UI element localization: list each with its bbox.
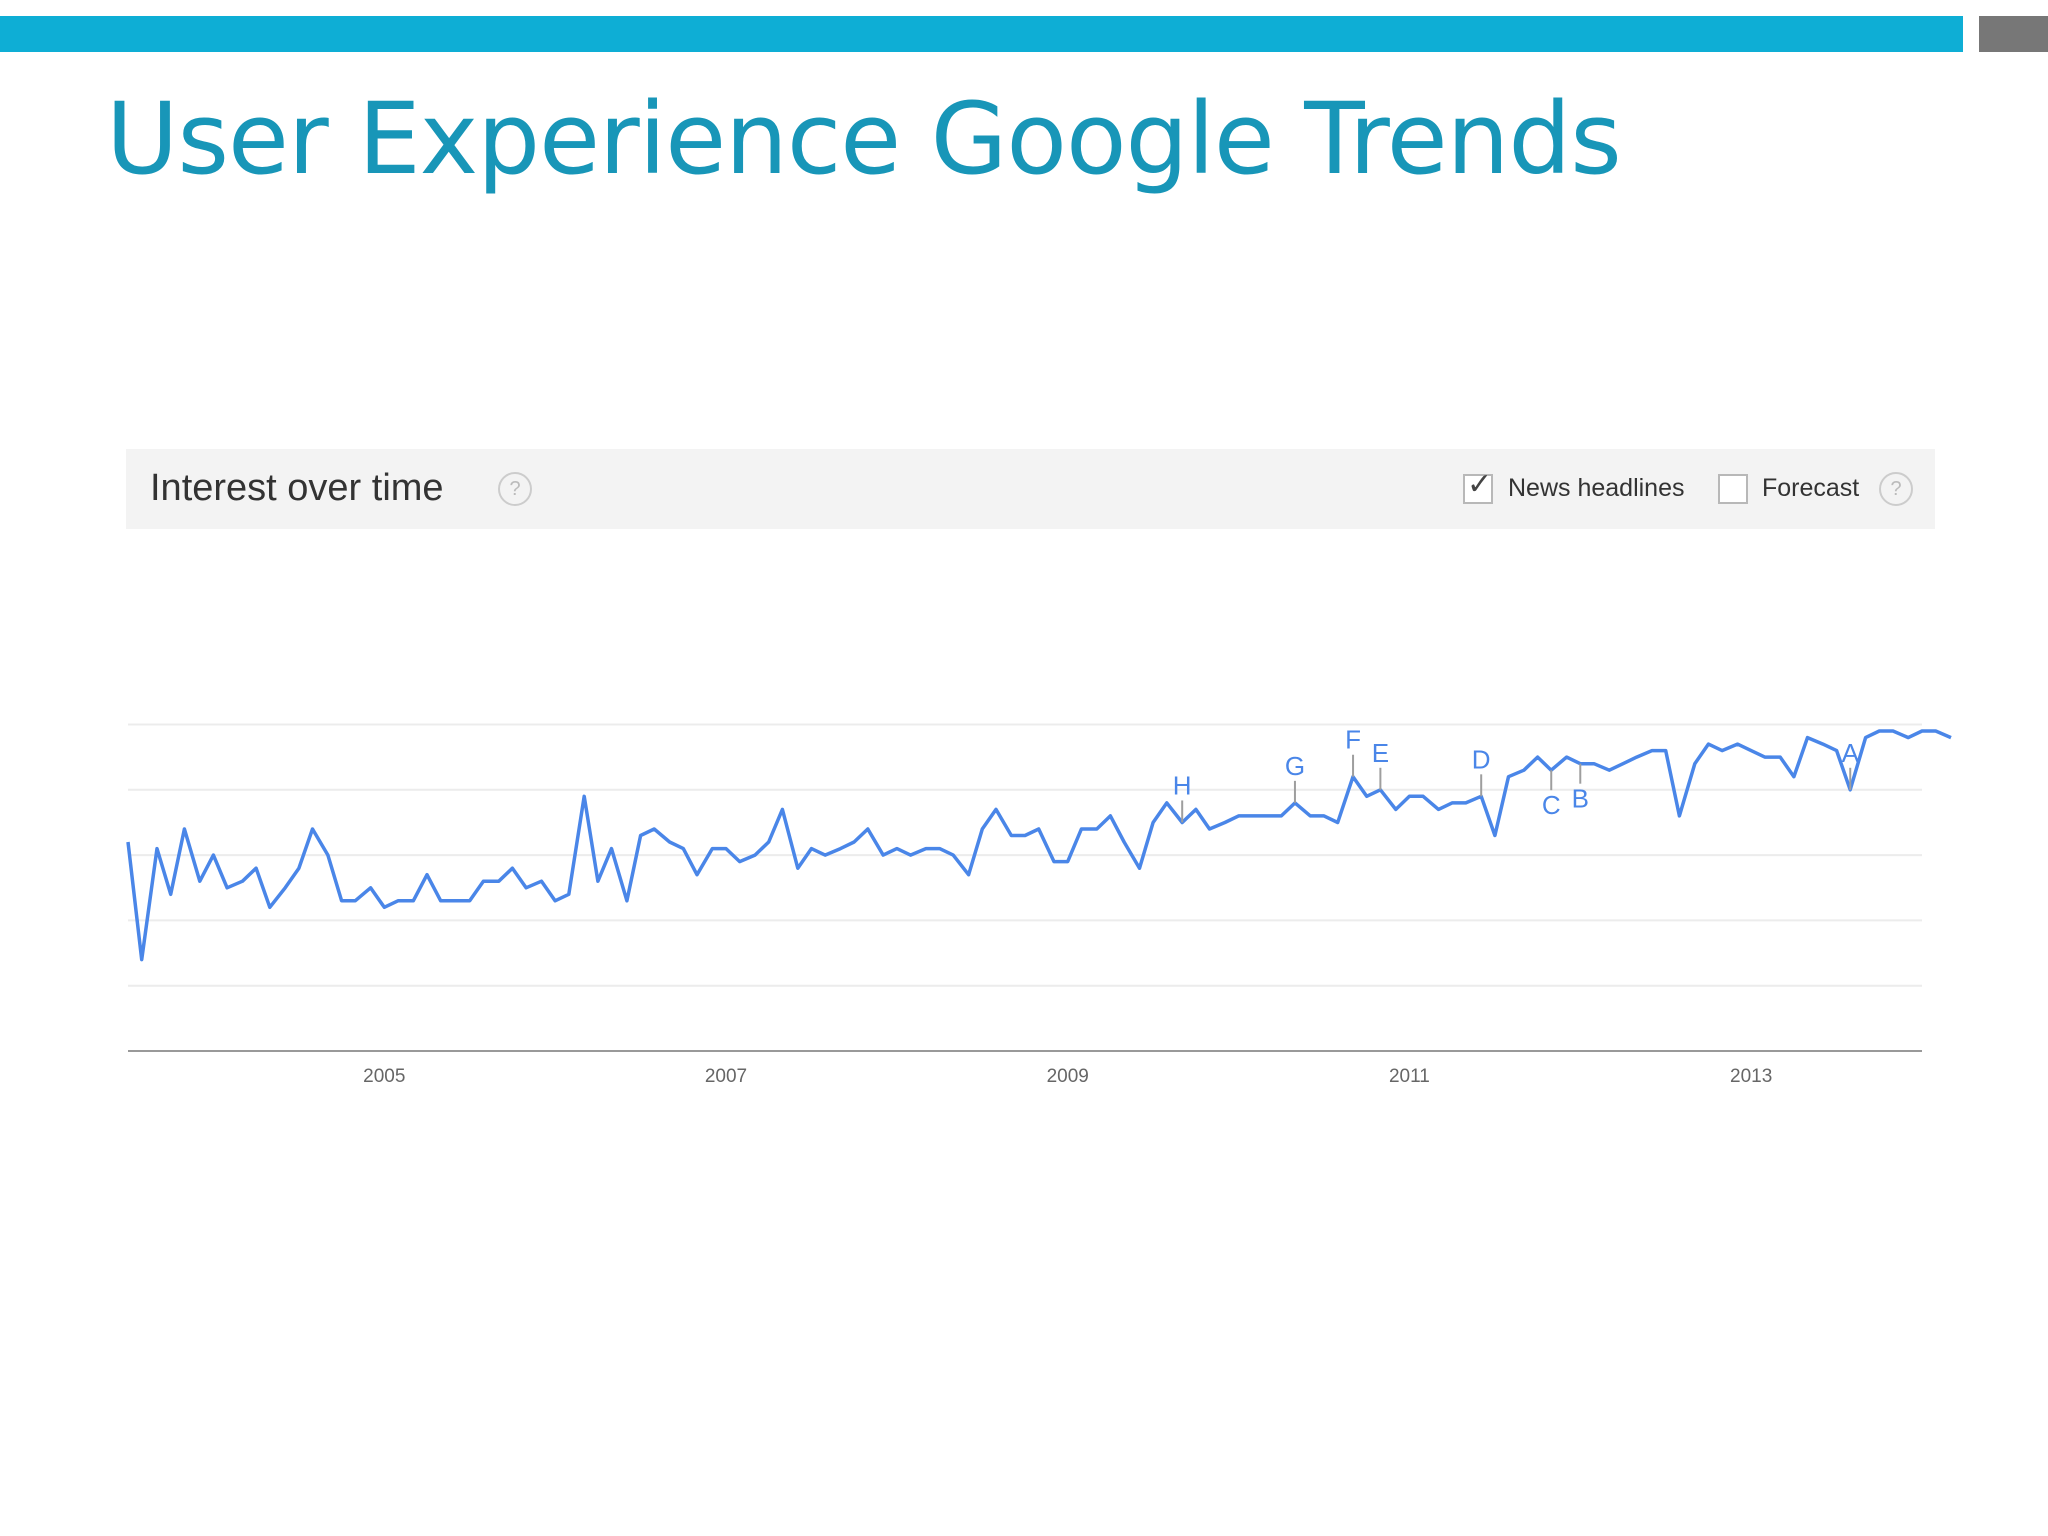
- chart-grid: [128, 723, 1922, 987]
- annotation-marker[interactable]: E: [1372, 738, 1389, 790]
- annotation-marker[interactable]: H: [1173, 770, 1192, 823]
- annotation-marker[interactable]: B: [1572, 763, 1589, 814]
- chart-header: Interest over time ? ✓ News headlines Fo…: [126, 449, 1935, 529]
- annotation-marker[interactable]: A: [1842, 738, 1860, 790]
- slide-title: User Experience Google Trends: [106, 82, 1622, 197]
- x-tick-label: 2011: [1389, 1066, 1430, 1087]
- annotation-marker[interactable]: C: [1542, 770, 1561, 820]
- forecast-help-icon[interactable]: ?: [1879, 472, 1913, 506]
- x-tick-label: 2005: [363, 1066, 405, 1087]
- help-icon[interactable]: ?: [498, 472, 532, 506]
- annotation-marker[interactable]: D: [1472, 744, 1491, 797]
- x-tick-label: 2007: [705, 1066, 747, 1087]
- annotation-marker[interactable]: F: [1345, 725, 1361, 777]
- annotation-label: D: [1472, 744, 1491, 774]
- annotation-label: G: [1285, 751, 1305, 781]
- annotation-marker[interactable]: G: [1285, 751, 1305, 803]
- annotation-label: C: [1542, 790, 1561, 820]
- top-corner-block: [1979, 16, 2048, 52]
- interest-line: [126, 729, 1952, 962]
- annotation-label: A: [1842, 738, 1860, 768]
- forecast-checkbox[interactable]: [1718, 474, 1748, 504]
- annotation-label: F: [1345, 725, 1361, 755]
- x-axis-ticks: 2005 2007 2009 2011 2013: [363, 1066, 1772, 1087]
- news-headlines-label[interactable]: News headlines: [1508, 474, 1685, 502]
- annotation-label: B: [1572, 784, 1589, 814]
- annotation-label: E: [1372, 738, 1389, 768]
- annotation-label: H: [1173, 770, 1192, 800]
- top-accent-bar: [0, 16, 1963, 52]
- checkmark-icon: ✓: [1467, 468, 1493, 501]
- forecast-label[interactable]: Forecast: [1762, 474, 1860, 502]
- x-tick-label: 2013: [1730, 1066, 1772, 1087]
- news-annotations: H G F E D C B A: [1173, 725, 1860, 823]
- news-headlines-checkbox[interactable]: ✓: [1463, 470, 1493, 504]
- chart-heading: Interest over time: [150, 467, 444, 509]
- x-tick-label: 2009: [1047, 1066, 1089, 1087]
